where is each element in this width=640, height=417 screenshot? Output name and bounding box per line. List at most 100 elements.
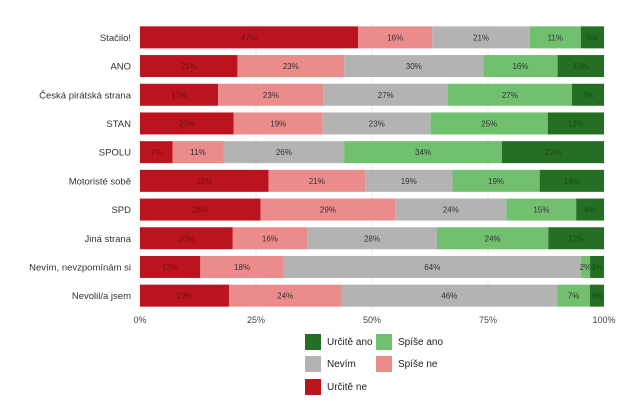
bar-segment: [580, 255, 591, 278]
category-label: Nevolil/a jsem: [72, 291, 131, 302]
bar-segment: [548, 227, 604, 250]
data-label: 12%: [568, 234, 584, 243]
bar-segment: [322, 112, 431, 135]
data-label: 7%: [568, 292, 580, 301]
data-label: 19%: [488, 177, 504, 186]
bar-segment: [268, 169, 366, 192]
bar-segment: [140, 255, 201, 278]
bar-segment: [140, 83, 219, 106]
data-label: 26%: [192, 206, 208, 215]
category-label: Stačilo!: [100, 33, 131, 44]
data-label: 11%: [190, 148, 205, 157]
category-label: SPD: [111, 205, 131, 216]
bar-segment: [501, 141, 604, 164]
x-tick-label: 25%: [247, 315, 265, 325]
legend-label: Určitě ano: [327, 336, 373, 348]
bar-segment: [430, 112, 548, 135]
bar-segment: [307, 227, 437, 250]
data-label: 24%: [443, 206, 459, 215]
data-label: 21%: [181, 62, 197, 71]
data-label: 2%: [580, 263, 592, 272]
data-label: 16%: [387, 33, 403, 42]
legend-item: Nevím: [305, 356, 356, 372]
x-tick-label: 50%: [363, 315, 381, 325]
bar-segment: [140, 198, 261, 221]
category-label: Česká pirátská strana: [39, 90, 132, 101]
bar-segment: [432, 26, 530, 49]
bar-segment: [233, 112, 323, 135]
data-label: 29%: [320, 206, 336, 215]
x-tick-label: 0%: [133, 315, 146, 325]
legend-swatch: [305, 379, 321, 395]
category-label: Motoristé sobě: [69, 176, 131, 187]
category-label: Nevím, nevzpomínám si: [29, 262, 131, 273]
bar-segment: [539, 169, 604, 192]
data-label: 27%: [378, 91, 394, 100]
bar-segment: [580, 26, 604, 49]
bar-segment: [447, 83, 572, 106]
data-label: 28%: [196, 177, 212, 186]
bar-segment: [237, 55, 345, 78]
data-label: 34%: [415, 148, 431, 157]
data-label: 28%: [364, 234, 380, 243]
data-label: 24%: [485, 234, 501, 243]
category-label: Jiná strana: [85, 234, 132, 245]
bar-segment: [452, 169, 540, 192]
x-tick-label: 75%: [479, 315, 497, 325]
data-label: 10%: [573, 62, 589, 71]
bar-segment: [323, 83, 448, 106]
bar-segment: [140, 141, 173, 164]
data-label: 26%: [276, 148, 292, 157]
data-label: 14%: [564, 177, 580, 186]
legend-swatch: [376, 356, 392, 372]
data-label: 6%: [584, 206, 596, 215]
bar-segment: [218, 83, 324, 106]
bar-segment: [358, 26, 433, 49]
data-label: 12%: [568, 119, 584, 128]
data-label: 19%: [270, 119, 286, 128]
bar-segment: [283, 255, 581, 278]
data-label: 15%: [533, 206, 549, 215]
data-label: 30%: [406, 62, 422, 71]
legend-item: Spíše ano: [376, 334, 443, 350]
bar-segment: [344, 141, 502, 164]
data-label: 7%: [150, 148, 162, 157]
bar-segment: [571, 83, 604, 106]
data-label: 64%: [424, 263, 440, 272]
bar-segment: [260, 198, 396, 221]
bar-segment: [341, 284, 558, 307]
category-label: SPOLU: [99, 148, 131, 159]
bar-segment: [436, 227, 549, 250]
bar-segment: [506, 198, 577, 221]
bar-segment: [547, 112, 604, 135]
data-label: 16%: [262, 234, 278, 243]
bar-segment: [483, 55, 558, 78]
data-label: 25%: [481, 119, 497, 128]
data-label: 20%: [178, 234, 194, 243]
legend-item: Určitě ne: [305, 379, 367, 395]
legend-item: Spíše ne: [376, 356, 437, 372]
data-label: 24%: [277, 292, 293, 301]
bar-segment: [140, 26, 359, 49]
legend-swatch: [305, 334, 321, 350]
data-label: 22%: [545, 148, 561, 157]
data-label: 7%: [582, 91, 594, 100]
legend-swatch: [305, 356, 321, 372]
data-label: 27%: [502, 91, 518, 100]
data-label: 20%: [179, 119, 195, 128]
legend-label: Určitě ne: [327, 381, 368, 393]
bar-segment: [140, 169, 269, 192]
bar-segment: [140, 55, 238, 78]
data-label: 3%: [591, 263, 603, 272]
data-label: 46%: [441, 292, 457, 301]
data-label: 13%: [162, 263, 178, 272]
bar-segment: [529, 26, 581, 49]
bar-segment: [576, 198, 604, 221]
bar-segment: [395, 198, 507, 221]
bar-segment: [223, 141, 345, 164]
bar-segment: [140, 284, 230, 307]
data-label: 23%: [283, 62, 299, 71]
data-label: 21%: [309, 177, 325, 186]
bar-segment: [344, 55, 484, 78]
